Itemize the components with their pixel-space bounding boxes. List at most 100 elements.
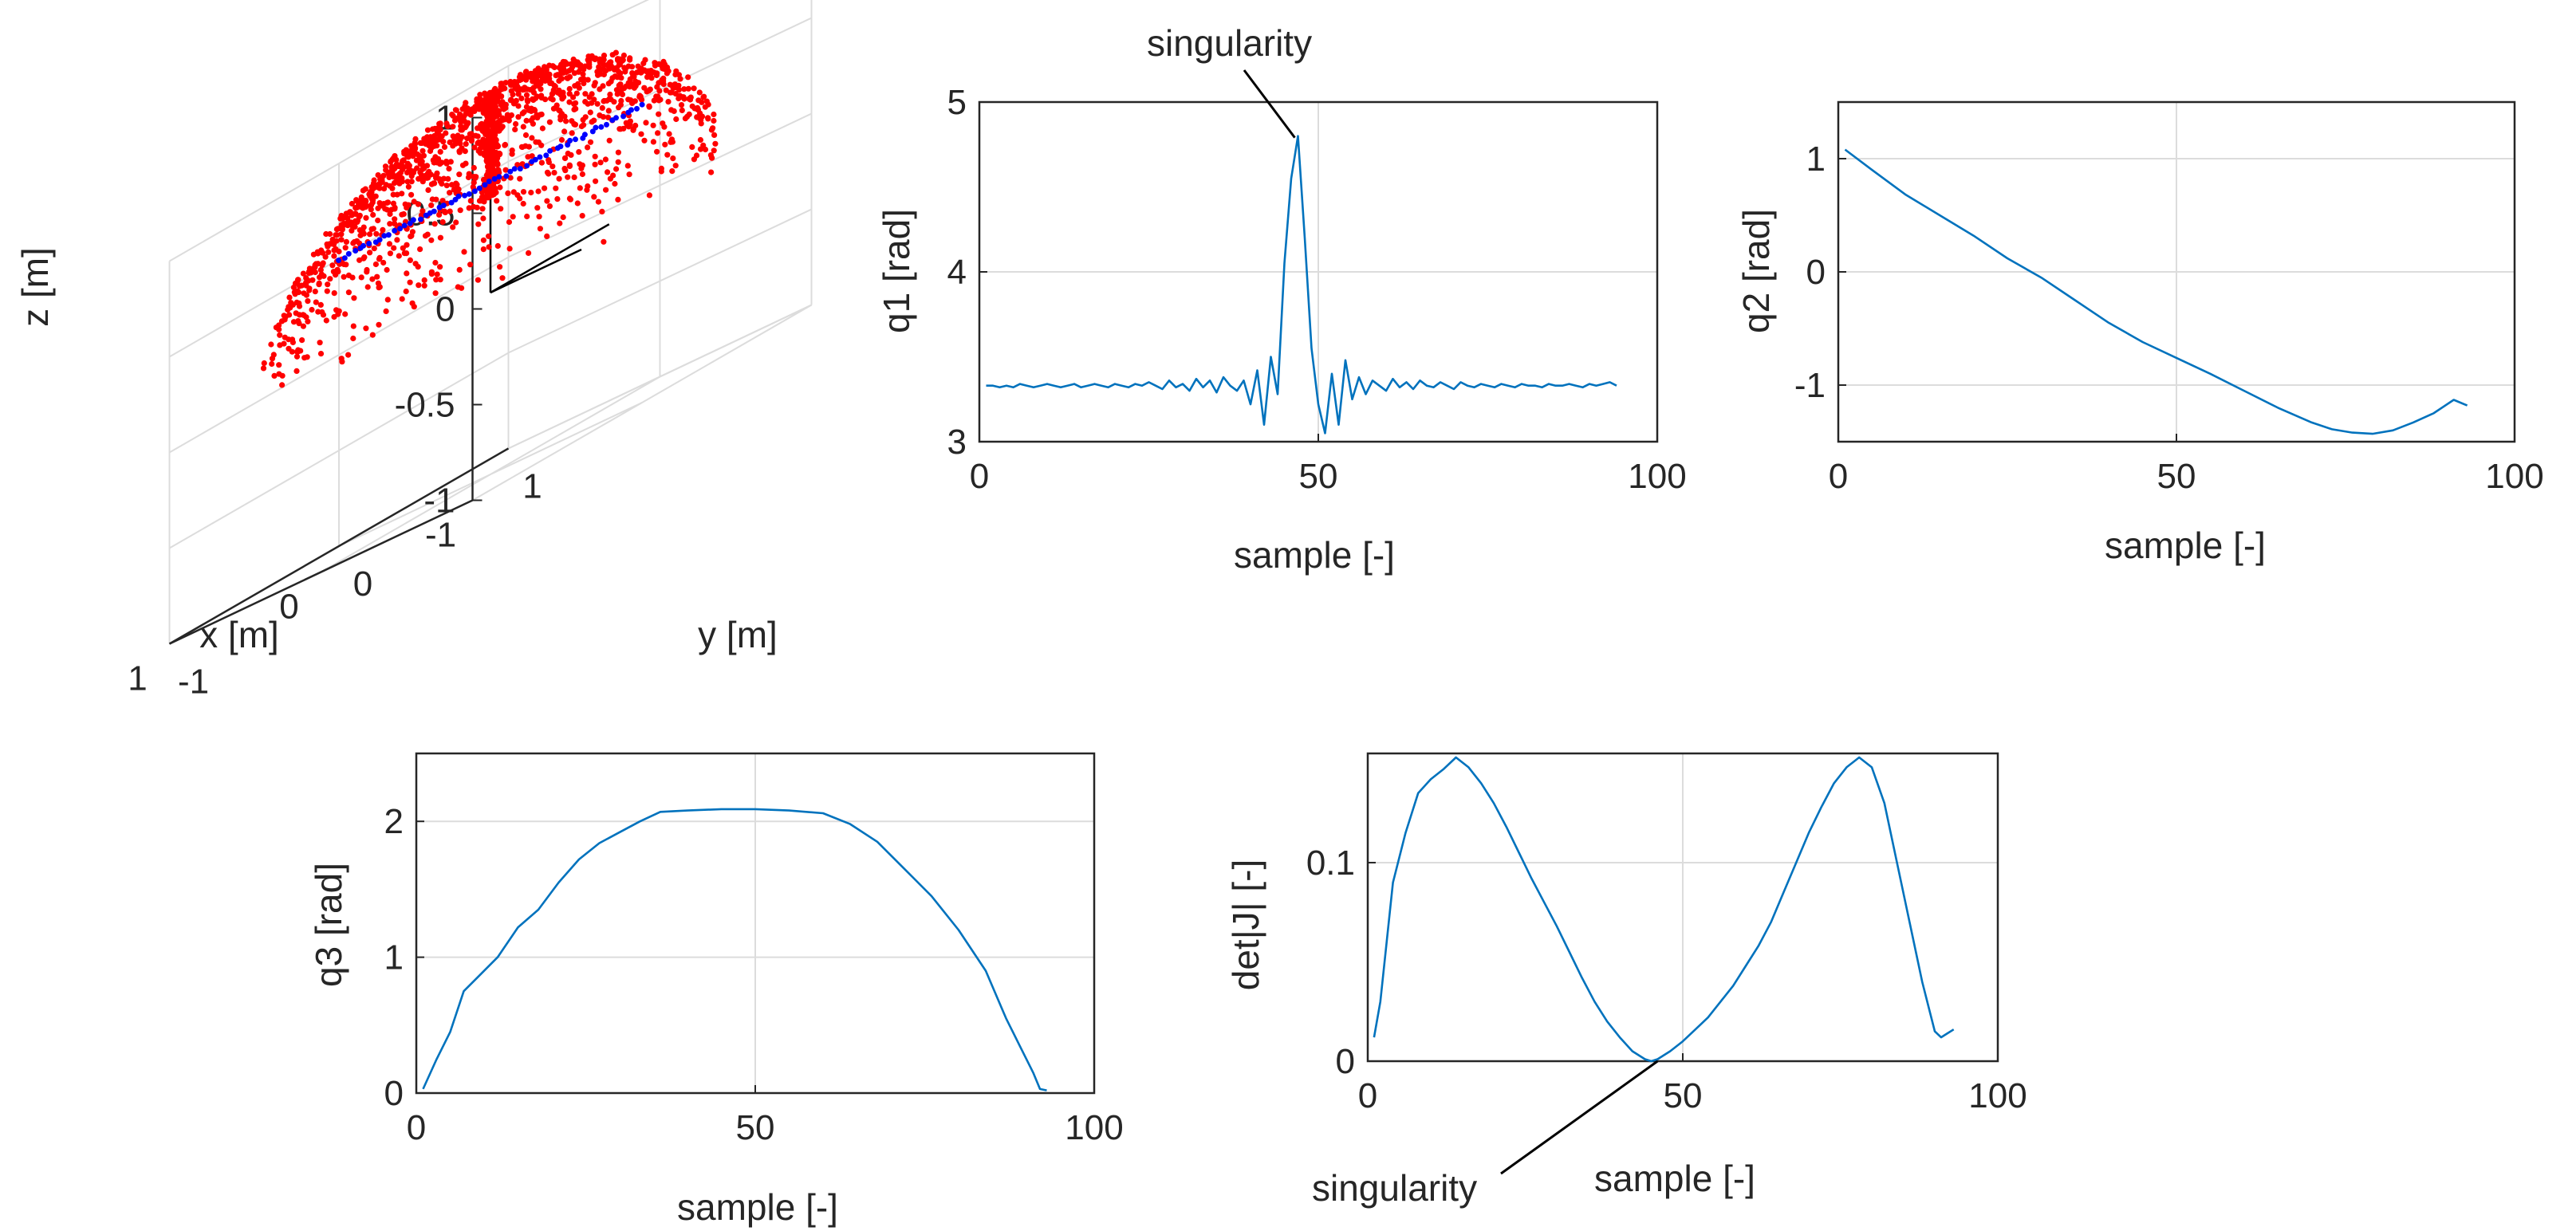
workspace-point xyxy=(301,290,307,297)
workspace-point xyxy=(676,87,683,93)
workspace-point xyxy=(615,149,622,155)
workspace-point xyxy=(394,237,400,243)
workspace-point xyxy=(569,65,575,73)
q1-xtick-label: 0 xyxy=(970,457,989,496)
workspace-point xyxy=(507,175,514,181)
workspace-point xyxy=(563,118,569,124)
workspace-point xyxy=(429,196,435,203)
path-point xyxy=(524,163,530,169)
workspace-point xyxy=(599,208,605,214)
workspace-point xyxy=(626,171,632,178)
workspace-point xyxy=(313,299,319,305)
workspace-point xyxy=(546,62,553,69)
workspace-point xyxy=(303,275,309,281)
workspace-point xyxy=(375,217,381,224)
workspace-point xyxy=(615,196,621,203)
workspace-point xyxy=(399,296,405,302)
workspace-point xyxy=(589,91,595,97)
workspace-point xyxy=(394,191,400,198)
workspace-point xyxy=(471,174,477,180)
workspace-point xyxy=(711,117,717,124)
workspace-point-column xyxy=(483,158,491,165)
path-point xyxy=(517,166,523,172)
workspace-point xyxy=(269,360,275,368)
workspace-point xyxy=(542,185,548,191)
workspace-point xyxy=(409,229,416,235)
path-point xyxy=(503,173,510,179)
workspace-point xyxy=(520,189,527,195)
workspace-point xyxy=(535,65,542,72)
path-point xyxy=(353,248,359,254)
y-tick-label: 1 xyxy=(522,467,542,506)
workspace-point xyxy=(681,86,687,92)
workspace-point xyxy=(526,250,532,256)
workspace-point xyxy=(437,234,444,241)
workspace-point xyxy=(461,249,467,255)
workspace-point xyxy=(560,214,566,221)
workspace-point xyxy=(271,372,278,379)
workspace-point xyxy=(575,61,582,68)
workspace-point xyxy=(502,167,509,173)
path-point xyxy=(511,166,518,172)
workspace-point xyxy=(538,159,546,166)
workspace-point xyxy=(343,238,349,245)
q3-ytick-label: 2 xyxy=(384,802,404,841)
workspace-point xyxy=(585,77,591,83)
workspace-point xyxy=(380,259,387,266)
workspace-point xyxy=(449,182,455,188)
workspace-point xyxy=(358,274,364,281)
q3-xtick-label: 0 xyxy=(407,1108,426,1147)
z-tick-label: -1 xyxy=(423,482,455,521)
workspace-point xyxy=(439,218,446,226)
workspace-point xyxy=(597,71,604,77)
workspace-point xyxy=(624,163,631,169)
workspace-point xyxy=(305,298,311,305)
workspace-point xyxy=(362,204,368,210)
q3-ytick-label: 0 xyxy=(384,1074,404,1113)
workspace-point xyxy=(376,254,383,261)
workspace-point xyxy=(509,147,515,154)
q1-xtick-label: 100 xyxy=(1628,457,1686,496)
workspace-point xyxy=(465,120,471,126)
workspace-point xyxy=(333,232,339,238)
path-point xyxy=(604,121,609,128)
workspace-point xyxy=(368,189,375,195)
q2-ytick-label: -1 xyxy=(1794,366,1826,405)
workspace-point xyxy=(293,368,300,374)
path-point xyxy=(436,204,443,210)
workspace-point xyxy=(707,152,715,159)
workspace-point xyxy=(455,186,462,192)
workspace-point xyxy=(655,93,661,100)
workspace-point xyxy=(556,87,562,93)
workspace-point xyxy=(424,127,431,133)
workspace-point xyxy=(357,232,364,238)
workspace-point xyxy=(669,168,676,175)
workspace-point xyxy=(353,210,359,217)
workspace-point xyxy=(353,197,360,203)
workspace-point xyxy=(286,294,293,301)
workspace-point xyxy=(530,73,537,79)
workspace-point xyxy=(627,120,633,126)
workspace-point xyxy=(374,273,380,280)
grid3d-wall-y-h xyxy=(508,112,812,258)
workspace-point xyxy=(646,192,653,199)
workspace-point xyxy=(534,205,541,211)
workspace-point xyxy=(456,266,463,273)
q2-xlabel: sample [-] xyxy=(2105,525,2266,566)
workspace-point xyxy=(689,144,695,150)
workspace-point xyxy=(539,125,546,132)
workspace-point xyxy=(673,116,679,123)
workspace-point xyxy=(463,141,469,147)
path-point xyxy=(381,233,388,239)
workspace-point xyxy=(286,345,292,352)
workspace-point xyxy=(556,175,562,182)
detJ-series-line xyxy=(1373,756,1955,1063)
q1-ytick-label: 4 xyxy=(947,253,967,292)
y-tick-label: 0 xyxy=(353,564,372,604)
workspace-point xyxy=(295,277,301,283)
workspace-point xyxy=(471,164,477,171)
workspace-point xyxy=(293,353,301,360)
workspace-point xyxy=(424,170,431,176)
workspace-point xyxy=(375,280,381,286)
workspace-point xyxy=(582,114,589,120)
